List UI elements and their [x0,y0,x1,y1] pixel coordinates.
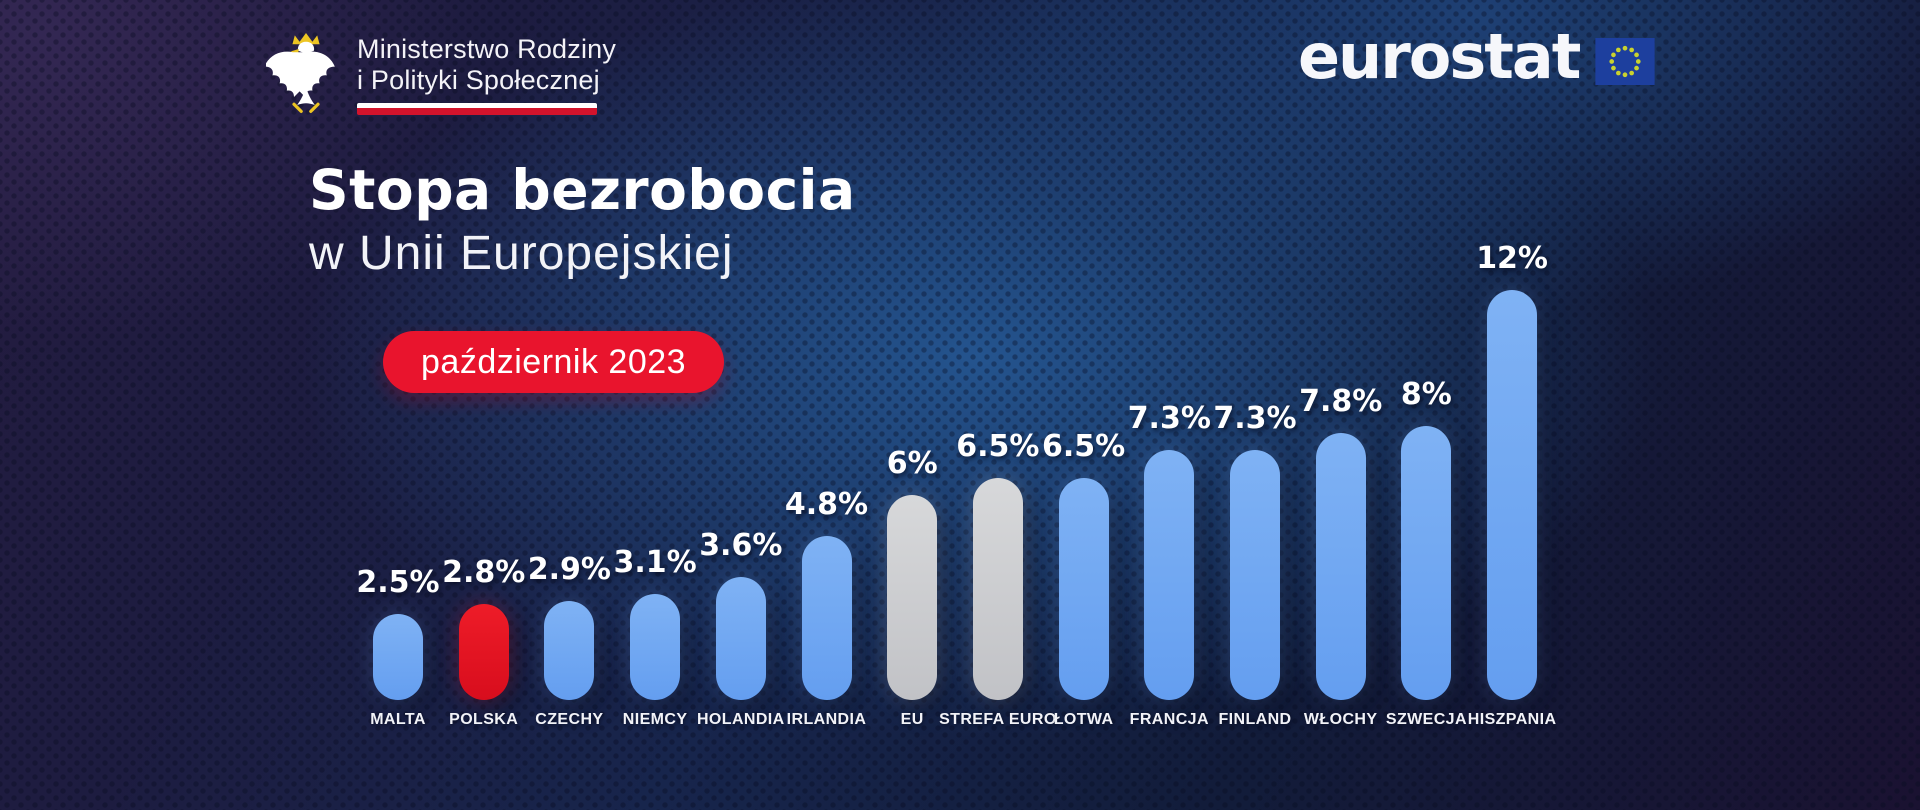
bar-strefa-euro [972,478,1023,700]
flag-underline [357,103,597,115]
bar-country-label: EU [900,711,924,728]
bar-holandia [715,577,766,700]
bar-value-label: 3.1% [613,545,697,580]
bar-francja [1144,450,1195,700]
bar-value-label: 2.8% [442,555,526,590]
bar-value-label: 7.8% [1299,384,1383,419]
bar-eu [887,495,938,700]
bar-country-label: IRLANDIA [786,711,867,728]
ministry-name-line1: Ministerstwo Rodziny [357,34,617,64]
bar-country-label: MALTA [370,711,426,728]
bar-szwecja [1401,426,1452,700]
bar-country-label: FINLAND [1218,711,1292,728]
bar-łotwa [1058,478,1109,700]
bar-country-label: SZWECJA [1385,711,1467,728]
bar-value-label: 6% [886,446,938,481]
date-badge: październik 2023 [383,331,725,393]
polish-eagle-icon [266,33,335,113]
bar-malta [373,614,423,700]
bar-country-label: HOLANDIA [696,711,785,728]
flag-underline-white [357,103,597,108]
bar-polska [458,604,509,700]
bar-country-label: CZECHY [535,711,604,728]
bar-niemcy [630,594,681,700]
bar-value-label: 7.3% [1127,401,1211,436]
ministry-name: Ministerstwo Rodziny i Polityki Społeczn… [357,34,616,96]
ministry-name-line2: i Polityki Społecznej [357,65,600,95]
bar-country-label: FRANCJA [1129,711,1209,728]
bar-włochy [1315,433,1366,700]
chart-title-line1: Stopa bezrobocia [309,158,856,222]
eu-flag-icon [1595,38,1656,85]
bar-country-label: WŁOCHY [1303,711,1378,728]
bar-value-label: 12% [1476,241,1548,276]
bar-country-label: ŁOTWA [1053,711,1114,728]
bar-irlandia [801,536,852,700]
bar-value-label: 2.5% [356,565,440,600]
bar-hiszpania [1487,290,1538,700]
bar-country-label: POLSKA [449,711,519,728]
chart-title-line2: w Unii Europejskiej [309,227,734,280]
bar-value-label: 7.3% [1213,401,1297,436]
flag-underline-red [357,108,597,115]
bar-value-label: 8% [1400,377,1452,412]
bar-value-label: 2.9% [527,552,611,587]
bar-value-label: 4.8% [784,487,869,522]
bar-country-label: STREFA EURO [939,711,1057,728]
bar-finland [1230,450,1280,700]
bar-value-label: 6.5% [956,429,1040,464]
eurostat-wordmark: eurostat [1298,20,1581,93]
bar-czechy [544,601,595,700]
eurostat-logo: eurostat [1298,20,1656,93]
bar-value-label: 6.5% [1041,429,1126,464]
bar-country-label: HISZPANIA [1467,711,1557,728]
bar-value-label: 3.6% [699,528,783,563]
bar-country-label: NIEMCY [622,711,688,728]
